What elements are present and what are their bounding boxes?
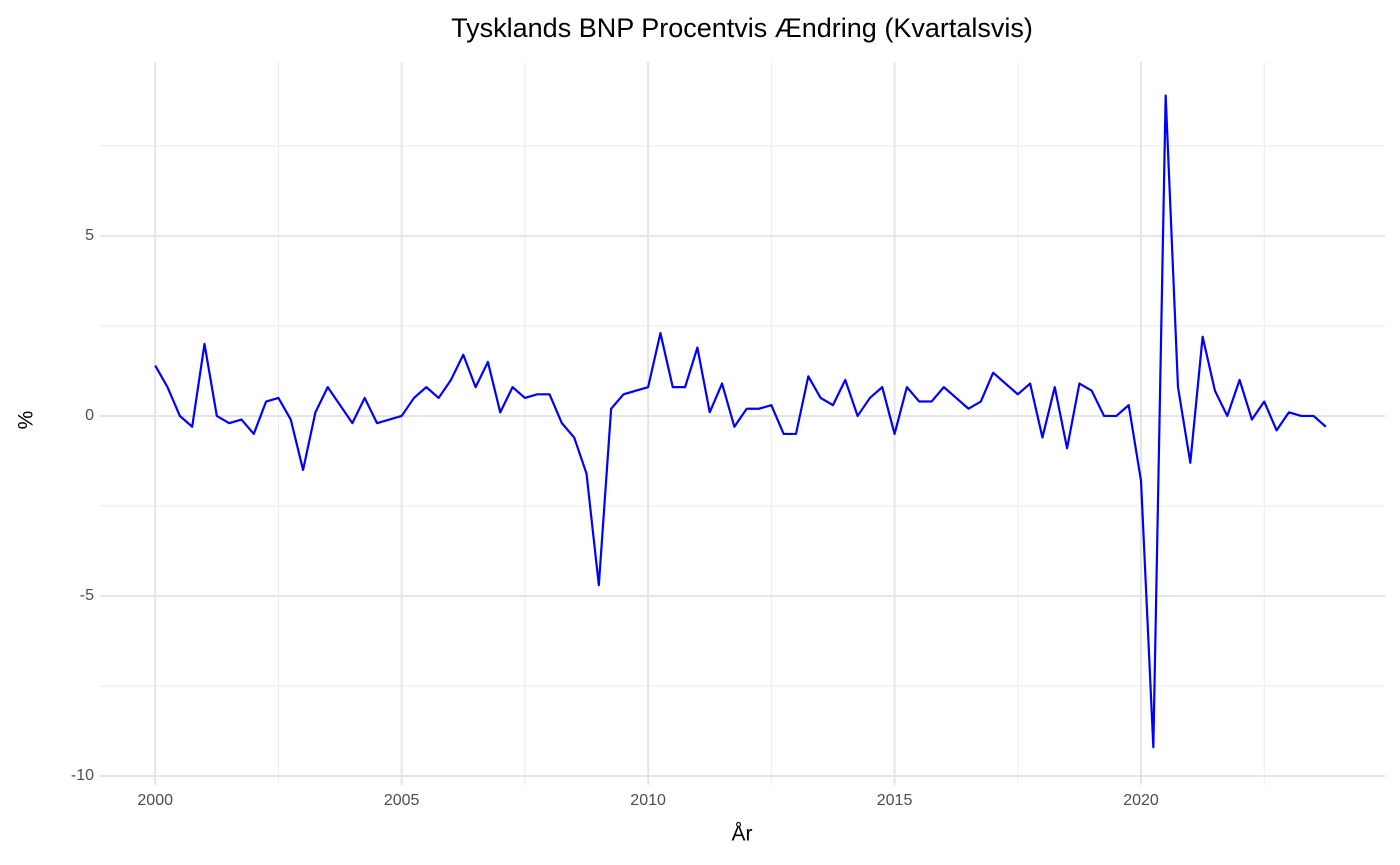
x-tick-label: 2005 [384,792,420,809]
data-line [154,94,1327,749]
x-tick-label: 2010 [630,792,666,809]
x-axis-label: År [732,823,753,846]
y-tick-label: -5 [80,587,94,604]
y-tick-label: 0 [85,407,94,424]
x-tick-label: 2000 [137,792,173,809]
x-tick-label: 2020 [1123,792,1159,809]
x-tick-label: 2015 [877,792,913,809]
y-axis-label: % [15,411,38,430]
y-tick-label: -10 [71,767,94,784]
chart-title: Tysklands BNP Procentvis Ændring (Kvarta… [451,13,1033,43]
y-tick-label: 5 [85,227,94,244]
